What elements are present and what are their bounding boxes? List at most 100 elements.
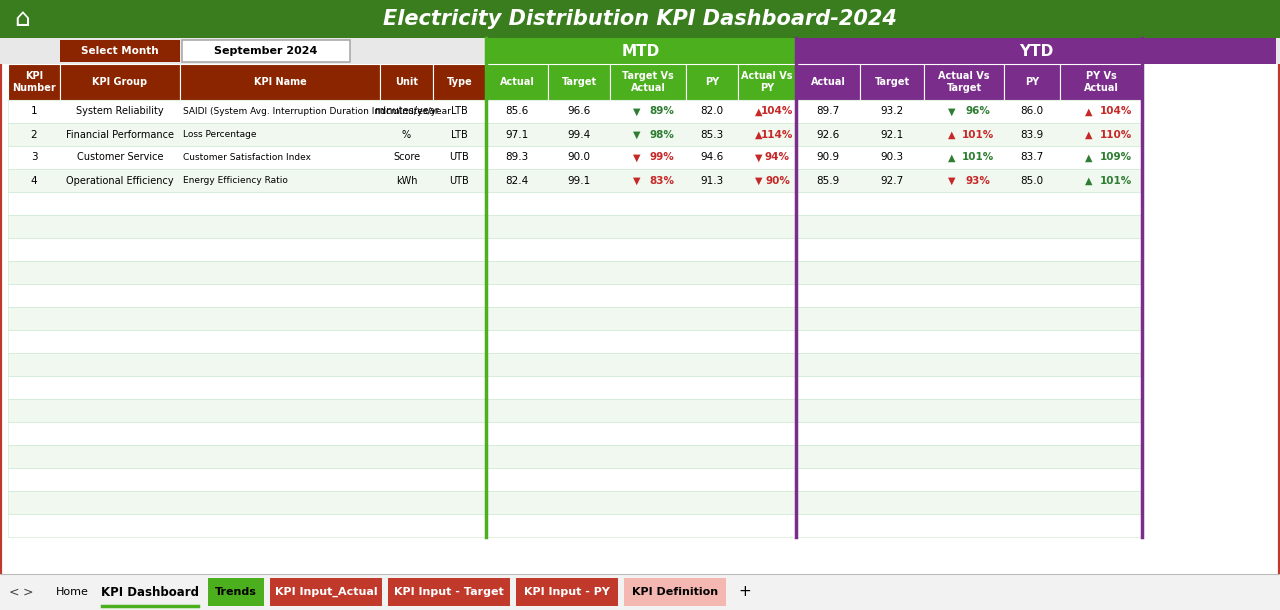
Text: Electricity Distribution KPI Dashboard-2024: Electricity Distribution KPI Dashboard-2… [383,9,897,29]
Text: 97.1: 97.1 [506,129,529,140]
Bar [180,64,380,100]
Bar [486,445,796,468]
Text: 83%: 83% [649,176,675,185]
Text: 2: 2 [31,129,37,140]
Text: 96%: 96% [966,107,991,117]
Text: ▲: ▲ [1085,152,1092,162]
Bar [8,307,486,330]
Text: 83.9: 83.9 [1020,129,1043,140]
Text: 4: 4 [31,176,37,185]
Text: System Reliability: System Reliability [77,107,164,117]
Text: +: + [739,584,751,600]
Bar [486,100,796,123]
Text: 89.7: 89.7 [817,107,840,117]
Bar [8,514,486,537]
Bar [486,238,796,261]
Bar [796,64,860,100]
Text: 98%: 98% [649,129,675,140]
Text: 101%: 101% [1100,176,1132,185]
Bar [8,169,486,192]
Text: LTB: LTB [451,107,468,117]
Bar [60,64,180,100]
Text: ▼: ▼ [632,129,640,140]
Bar [433,64,486,100]
Bar [860,64,924,100]
Text: 89.3: 89.3 [506,152,529,162]
Text: UTB: UTB [449,176,470,185]
Text: 1: 1 [31,107,37,117]
Bar [8,284,486,307]
Bar [8,123,486,146]
Bar [548,64,611,100]
Text: Actual: Actual [810,77,845,87]
Bar [8,100,486,123]
Text: 91.3: 91.3 [700,176,723,185]
Text: Select Month: Select Month [81,46,159,56]
Text: 90.3: 90.3 [881,152,904,162]
Text: Customer Satisfaction Index: Customer Satisfaction Index [183,153,311,162]
Text: 86.0: 86.0 [1020,107,1043,117]
Text: ▼: ▼ [754,152,762,162]
Bar [0,38,1280,64]
Text: 90.9: 90.9 [817,152,840,162]
Bar [739,64,796,100]
Bar [516,578,618,606]
Text: KPI Dashboard: KPI Dashboard [101,586,198,598]
Text: Score: Score [393,152,420,162]
Bar [486,468,796,491]
Text: KPI Name: KPI Name [253,77,306,87]
Bar [1004,64,1060,100]
Bar [796,38,1276,64]
Bar [8,445,486,468]
Bar [8,192,486,215]
Text: Target: Target [562,77,596,87]
Text: ▼: ▼ [632,107,640,117]
Text: Type: Type [447,77,472,87]
Text: September 2024: September 2024 [214,46,317,56]
Text: KPI Input_Actual: KPI Input_Actual [275,587,378,597]
Bar [796,307,1142,330]
Text: Unit: Unit [396,77,419,87]
Bar [625,578,726,606]
Bar [0,574,1280,610]
Bar [8,64,60,100]
Bar [182,40,349,62]
Text: YTD: YTD [1019,43,1053,59]
Bar [486,514,796,537]
Bar [796,330,1142,353]
Text: 101%: 101% [963,152,995,162]
Bar [380,64,433,100]
Bar [796,376,1142,399]
Bar [796,284,1142,307]
Text: PY Vs
Actual: PY Vs Actual [1084,71,1119,93]
Text: Operational Efficiency: Operational Efficiency [67,176,174,185]
Bar [0,0,1280,38]
Bar [8,491,486,514]
Text: >: > [23,586,33,598]
Bar [796,215,1142,238]
Text: ▼: ▼ [948,176,956,185]
Bar [796,261,1142,284]
Bar [486,284,796,307]
Text: 96.6: 96.6 [567,107,590,117]
Text: LTB: LTB [451,129,468,140]
Bar [796,353,1142,376]
Text: Target: Target [874,77,910,87]
Text: 94.6: 94.6 [700,152,723,162]
Bar [0,0,44,38]
Text: ▲: ▲ [1085,107,1092,117]
Text: ▲: ▲ [1085,129,1092,140]
Text: kWh: kWh [396,176,417,185]
Text: 110%: 110% [1100,129,1132,140]
Text: 93.2: 93.2 [881,107,904,117]
Text: ▲: ▲ [754,107,762,117]
Bar [486,353,796,376]
Text: MTD: MTD [622,43,660,59]
Bar [8,353,486,376]
Bar [486,491,796,514]
Bar [486,215,796,238]
Text: 3: 3 [31,152,37,162]
Bar [486,307,796,330]
Bar [486,422,796,445]
Bar [486,64,548,100]
